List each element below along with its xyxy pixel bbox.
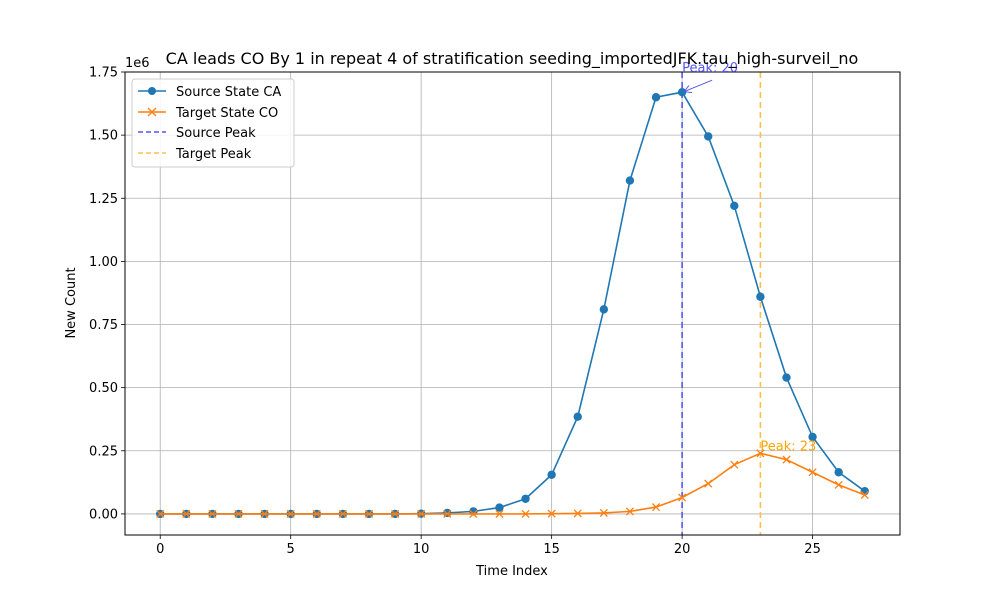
x-axis-label: Time Index — [475, 564, 548, 579]
x-tick-label: 5 — [287, 542, 295, 557]
x-tick-label: 0 — [156, 542, 164, 557]
legend-marker-source — [148, 87, 156, 95]
target-series-line — [160, 452, 866, 515]
source-data-point — [495, 503, 504, 512]
target-data-point — [469, 509, 478, 518]
y-tick-label: 1.75 — [89, 66, 118, 81]
y-offset-label: 1e6 — [125, 56, 150, 71]
target-data-point — [521, 509, 530, 518]
source-data-point — [573, 412, 582, 421]
source-data-point — [677, 88, 687, 97]
legend-label-target-peak: Target Peak — [175, 147, 252, 162]
target-peak-annotation: Peak: 23 — [760, 439, 816, 454]
y-axis-label: New Count — [64, 267, 79, 338]
legend-item-target-peak: Target Peak — [138, 147, 252, 162]
source-data-point — [547, 470, 556, 479]
source-data-point — [599, 305, 609, 314]
target-data-point — [443, 509, 452, 518]
series — [156, 88, 869, 519]
target-data-point — [730, 460, 739, 469]
target-data-point — [651, 503, 661, 512]
legend-label-target: Target State CO — [175, 106, 278, 121]
target-data-point — [756, 449, 765, 458]
y-tick-label: 0.75 — [89, 318, 118, 333]
source-data-point — [625, 176, 635, 185]
target-data-point — [364, 509, 374, 518]
legend-item-target: Target State CO — [138, 106, 278, 121]
target-data-point — [391, 509, 400, 518]
source-data-point — [808, 432, 817, 442]
plot-frame — [124, 71, 901, 536]
target-data-point — [260, 509, 269, 518]
legend-label-source: Source State CA — [176, 85, 281, 100]
source-data-point — [704, 132, 713, 141]
chart-title: CA leads CO By 1 in repeat 4 of stratifi… — [166, 49, 859, 69]
target-data-point — [156, 509, 165, 518]
source-data-point — [756, 292, 765, 301]
target-data-point — [234, 509, 243, 518]
peak-lines — [681, 72, 762, 535]
legend-item-source-peak: Source Peak — [138, 126, 256, 141]
y-tick-label: 0.00 — [89, 507, 118, 522]
target-data-point — [208, 509, 217, 518]
legend-item-source: Source State CA — [138, 85, 281, 100]
axis-ticks: 0 5 10 15 20 25 0.00 0.25 0.50 0.75 1.00 1.25 1.50 1.… — [89, 66, 821, 558]
x-tick-label: 10 — [413, 542, 430, 557]
x-tick-label: 20 — [674, 542, 691, 557]
source-peak-annotation: Peak: 20 — [682, 61, 738, 76]
source-peak-arrow — [685, 79, 713, 91]
target-data-point — [573, 509, 582, 518]
target-data-point — [417, 509, 426, 518]
target-data-point — [860, 490, 869, 500]
source-data-point — [834, 468, 843, 477]
legend-box — [131, 78, 295, 168]
source-data-point — [521, 494, 530, 503]
source-data-point — [782, 373, 791, 382]
target-data-point — [678, 493, 687, 502]
target-data-point — [808, 468, 817, 477]
target-data-point — [704, 479, 713, 488]
target-data-point — [547, 509, 556, 518]
source-data-point — [651, 93, 661, 102]
y-tick-label: 0.25 — [89, 444, 118, 459]
target-data-point — [286, 509, 295, 518]
target-data-point — [782, 455, 791, 464]
target-data-point — [312, 509, 321, 518]
target-data-point — [338, 509, 347, 518]
x-tick-label: 25 — [804, 542, 821, 557]
x-tick-label: 15 — [543, 542, 560, 557]
source-data-point — [443, 508, 452, 518]
legend-marker-target — [147, 107, 157, 117]
target-data-point — [625, 507, 634, 516]
target-data-point — [834, 480, 843, 489]
target-data-point — [182, 509, 191, 518]
y-tick-label: 1.50 — [89, 129, 118, 144]
target-data-point — [495, 509, 504, 518]
y-tick-label: 0.50 — [89, 381, 118, 396]
y-tick-label: 1.25 — [89, 192, 118, 207]
y-tick-label: 1.00 — [89, 255, 118, 270]
target-data-point — [599, 508, 608, 517]
legend: Source State CA Target State CO Source P… — [131, 78, 295, 168]
peak-annotations: Peak: 20 Peak: 23 — [682, 61, 816, 454]
legend-label-source-peak: Source Peak — [176, 126, 256, 141]
source-data-point — [730, 201, 739, 211]
